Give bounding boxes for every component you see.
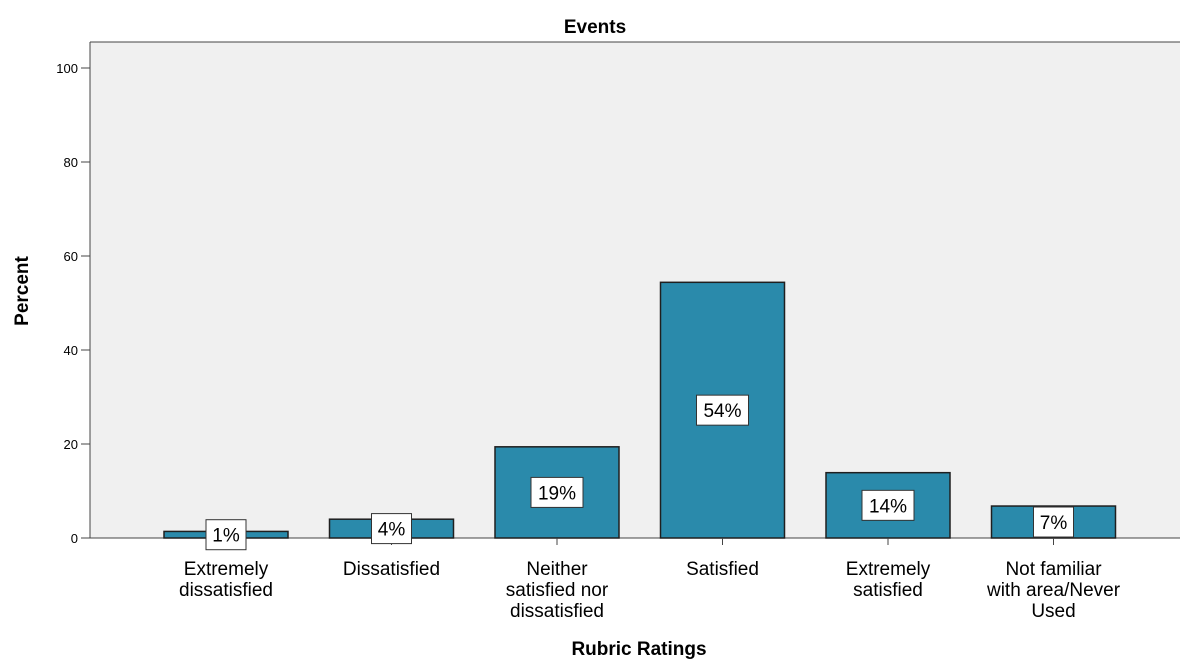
data-label-box (530, 476, 584, 508)
data-label: 54% (703, 401, 741, 422)
data-label: 7% (1040, 513, 1068, 534)
data-label-box (696, 394, 749, 426)
x-tick-label: Satisfied (686, 559, 759, 580)
data-label: 4% (378, 520, 406, 541)
x-tick-label: Not familiar with area/Never Used (986, 559, 1121, 622)
data-label: 1% (212, 526, 240, 547)
data-label-box (1033, 506, 1074, 538)
chart-title: Events (564, 17, 626, 38)
plot-background (90, 42, 1180, 538)
data-label: 19% (538, 483, 576, 504)
x-tick-label: Extremely dissatisfied (179, 559, 273, 601)
x-tick-label: Extremely satisfied (846, 559, 931, 601)
x-tick-label: Neither satisfied nor dissatisfied (506, 559, 609, 622)
plot-area: 0 20 40 60 80 100 Extremely dissatisfied 1% Dissa… (56, 41, 1180, 622)
x-axis-title: Rubric Ratings (571, 639, 706, 660)
x-tick-label: Dissatisfied (343, 559, 440, 580)
y-tick-label: 0 (71, 531, 78, 546)
y-tick-label: 20 (64, 437, 78, 452)
data-label-box (371, 513, 412, 545)
y-tick-label: 80 (64, 155, 78, 170)
data-label-box (205, 519, 247, 551)
y-tick-label: 100 (56, 61, 78, 76)
data-label-box (861, 489, 915, 521)
data-label: 14% (869, 496, 907, 517)
y-tick-label: 40 (64, 343, 78, 358)
y-tick-label: 60 (64, 249, 78, 264)
y-axis-title: Percent (12, 255, 33, 325)
